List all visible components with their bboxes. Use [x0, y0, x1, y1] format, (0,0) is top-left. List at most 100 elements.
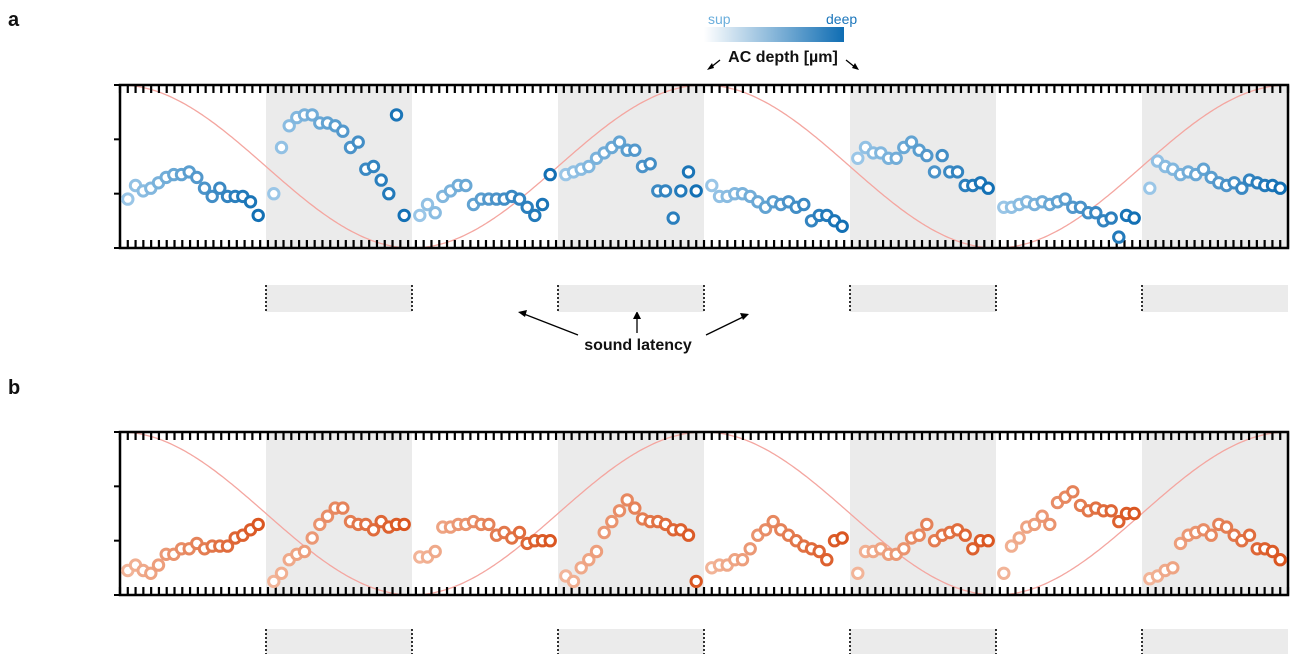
annotation-arrowhead-right: [740, 313, 749, 320]
data-point: [366, 159, 381, 174]
data-point: [151, 558, 166, 572]
data-point: [605, 514, 619, 529]
panel-letter-b: b: [8, 377, 20, 399]
data-point: [797, 197, 811, 212]
panel-letter-a: a: [8, 9, 20, 31]
data-point: [851, 566, 865, 580]
data-point: [835, 219, 849, 234]
plot-frame: [118, 83, 1290, 250]
data-point: [420, 197, 435, 212]
data-point: [997, 566, 1011, 580]
data-point: [274, 566, 289, 580]
data-point: [628, 143, 642, 157]
colorbar: [704, 27, 844, 42]
data-point: [366, 523, 381, 537]
data-point: [735, 553, 750, 567]
data-point: [251, 517, 265, 532]
shaded-block: [850, 85, 996, 248]
latency-shaded-cell: [1142, 285, 1288, 312]
data-point: [274, 140, 289, 155]
data-point: [336, 501, 350, 515]
sound-latency-annotation: sound latency: [584, 337, 692, 354]
data-point: [620, 493, 634, 507]
data-point: [213, 181, 227, 195]
data-point: [820, 553, 834, 567]
data-point: [589, 544, 604, 559]
data-point: [689, 574, 703, 589]
data-point: [904, 135, 919, 149]
colorbar-title: AC depth [µm]: [728, 49, 838, 66]
data-point: [428, 206, 442, 220]
data-point: [582, 553, 596, 567]
latency-shaded-cell: [850, 629, 996, 654]
data-point: [705, 178, 719, 193]
data-point: [981, 534, 995, 548]
data-point: [566, 574, 581, 589]
data-point: [1242, 528, 1257, 542]
data-point: [1089, 206, 1103, 220]
data-point: [197, 181, 212, 195]
data-point: [297, 544, 312, 559]
data-point: [382, 187, 396, 201]
data-point: [681, 528, 696, 542]
annotation-arrowhead-middle: [633, 311, 641, 319]
data-point: [1043, 517, 1057, 532]
data-point: [920, 148, 934, 163]
data-point: [121, 192, 135, 206]
data-point: [966, 542, 980, 556]
data-point: [758, 523, 773, 537]
data-point: [612, 504, 627, 518]
data-point: [897, 542, 911, 556]
data-point: [689, 184, 703, 198]
data-point: [628, 501, 642, 515]
data-point: [1104, 504, 1118, 518]
data-point: [267, 187, 281, 201]
data-point: [528, 208, 542, 223]
latency-shaded-cell: [1142, 629, 1288, 654]
annotation-arrow-left: [523, 313, 579, 336]
data-point: [666, 211, 680, 225]
data-point: [543, 167, 557, 182]
data-point: [582, 159, 596, 174]
data-point: [243, 195, 258, 209]
data-point: [574, 561, 588, 575]
data-point: [1204, 528, 1218, 542]
panel-b-plot: [114, 430, 1290, 654]
annotation-arrowhead-left: [518, 310, 527, 317]
data-point: [336, 124, 350, 138]
data-point: [889, 151, 903, 166]
data-point: [1112, 514, 1126, 529]
data-point: [681, 165, 696, 179]
data-point: [597, 525, 611, 540]
colorbar-high-label: deep: [826, 11, 857, 27]
data-point: [958, 528, 972, 542]
data-point: [374, 173, 388, 187]
shaded-block: [850, 432, 996, 595]
data-point: [512, 192, 527, 206]
data-point: [1143, 181, 1157, 195]
data-point: [313, 517, 327, 532]
shaded-block: [266, 85, 412, 248]
annotation-arrow-right: [705, 316, 744, 336]
data-point: [935, 148, 949, 163]
data-point: [1027, 517, 1042, 532]
data-point: [397, 517, 411, 532]
data-point: [674, 184, 688, 198]
plot-frame: [118, 430, 1290, 597]
data-point: [643, 157, 657, 171]
data-point: [1012, 531, 1026, 545]
data-point: [1219, 520, 1234, 534]
data-point: [413, 208, 427, 223]
colorbar-low-label: sup: [708, 11, 731, 27]
data-point: [912, 528, 926, 542]
data-point: [835, 531, 849, 545]
data-point: [981, 181, 995, 195]
data-point: [1265, 544, 1280, 559]
data-point: [512, 525, 527, 540]
data-point: [1235, 181, 1249, 195]
data-point: [1035, 509, 1049, 523]
data-point: [1127, 506, 1141, 521]
latency-shaded-cell: [266, 629, 412, 654]
data-point: [543, 534, 557, 548]
